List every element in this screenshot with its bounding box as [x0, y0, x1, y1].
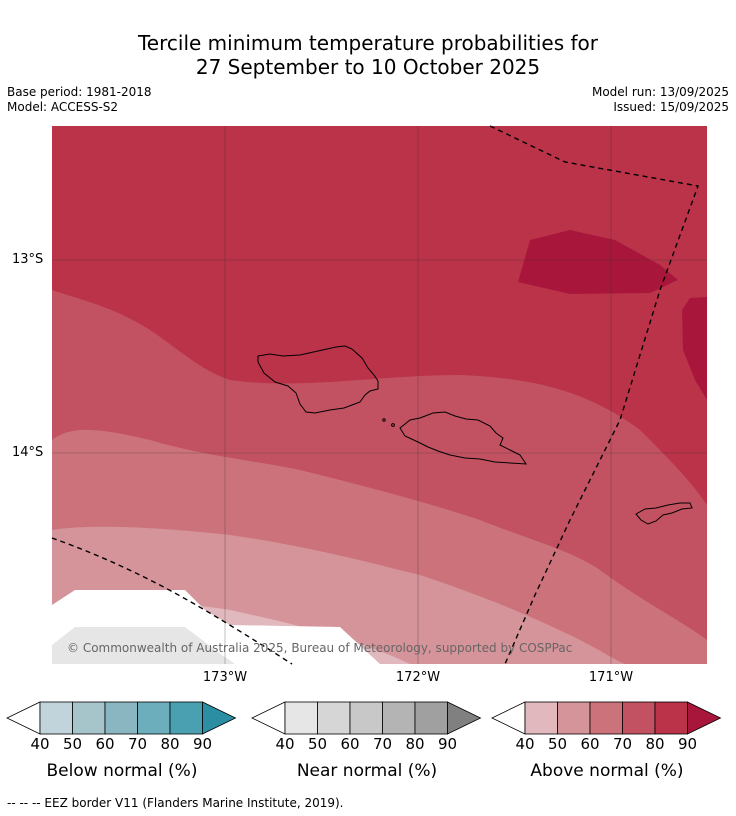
eez-border-east: [489, 125, 699, 665]
colorbars: [6, 701, 722, 735]
colorbar-near-tick-60: 60: [340, 735, 360, 753]
colorbar-near-high-extension: [447, 701, 482, 735]
band-near-normal: [52, 627, 235, 664]
islands: [257, 345, 693, 525]
colorbar-above-cell-1: [557, 701, 591, 735]
islet-2: [391, 423, 395, 427]
colorbar-below-cell-0: [39, 701, 73, 735]
colorbar-above-tick-90: 90: [677, 735, 698, 753]
colorbar-below-cell-2: [104, 701, 138, 735]
eez-border-south: [51, 537, 293, 665]
colorbar-near-tick-90: 90: [437, 735, 458, 753]
colorbar-near-tick-70: 70: [372, 735, 393, 753]
gridlines: [52, 126, 707, 664]
colorbar-near-cell-1: [317, 701, 351, 735]
colorbar-below-tick-80: 80: [160, 735, 180, 753]
colorbar-near-cell-4: [414, 701, 448, 735]
colorbar-above-tick-60: 60: [580, 735, 600, 753]
colorbar-label-below: Below normal (%): [46, 761, 198, 781]
colorbar-near-tick-40: 40: [275, 735, 295, 753]
colorbar-below-tick-60: 60: [95, 735, 115, 753]
map-title-line-1: Tercile minimum temperature probabilitie…: [137, 31, 599, 55]
lon-label-173w: 173°W: [202, 670, 248, 685]
colorbar-below-low-extension: [6, 701, 41, 735]
probability-field: [52, 126, 707, 664]
colorbar-near-tick-80: 80: [405, 735, 425, 753]
band-90-patch-1: [518, 230, 678, 294]
colorbar-near-low-extension: [251, 701, 286, 735]
colorbar-below-cell-1: [72, 701, 106, 735]
savaii-island: [257, 345, 379, 414]
colorbar-above-tick-40: 40: [515, 735, 535, 753]
lon-label-172w: 172°W: [395, 670, 441, 685]
copyright-notice: © Commonwealth of Australia 2025, Bureau…: [67, 641, 573, 655]
colorbar-below-tick-40: 40: [30, 735, 50, 753]
meta-right: Model run: 13/09/2025 Issued: 15/09/2025: [592, 85, 729, 115]
islet-1: [382, 418, 386, 422]
colorbar-label-above: Above normal (%): [530, 761, 684, 781]
colorbar-above-tick-70: 70: [612, 735, 633, 753]
colorbar-near-cell-3: [382, 701, 416, 735]
upolu-island: [399, 411, 527, 465]
lat-label-14s: 14°S: [12, 445, 44, 460]
colorbar-above-cell-0: [524, 701, 558, 735]
issued-date: Issued: 15/09/2025: [613, 100, 729, 114]
map-title-line-2: 27 September to 10 October 2025: [195, 55, 541, 79]
colorbar-below-cell-3: [137, 701, 171, 735]
model-name: Model: ACCESS-S2: [7, 100, 119, 114]
colorbar-above-cell-4: [654, 701, 688, 735]
band-90-patch-2: [682, 297, 707, 400]
eez-footnote: -- -- -- EEZ border V11 (Flanders Marine…: [7, 796, 344, 810]
lon-label-171w: 171°W: [588, 670, 634, 685]
colorbar-near-cell-0: [284, 701, 318, 735]
meta-left: Base period: 1981-2018 Model: ACCESS-S2: [7, 85, 152, 115]
colorbar-above-cell-2: [589, 701, 623, 735]
colorbar-below-high-extension: [202, 701, 237, 735]
colorbar-below-tick-90: 90: [192, 735, 213, 753]
colorbar-below-tick-50: 50: [62, 735, 83, 753]
tutuila-island: [635, 502, 693, 525]
colorbar-above-low-extension: [491, 701, 526, 735]
colorbar-above-tick-50: 50: [547, 735, 568, 753]
colorbar-above-high-extension: [687, 701, 722, 735]
colorbar-near-tick-50: 50: [307, 735, 328, 753]
colorbar-below-cell-4: [169, 701, 203, 735]
colorbar-above-tick-80: 80: [645, 735, 665, 753]
base-period: Base period: 1981-2018: [7, 85, 152, 99]
colorbar-near-cell-2: [349, 701, 383, 735]
colorbar-label-near: Near normal (%): [296, 761, 438, 781]
eez-borders: [51, 125, 699, 665]
model-run: Model run: 13/09/2025: [591, 85, 729, 99]
colorbar-above-cell-3: [622, 701, 656, 735]
lat-label-13s: 13°S: [12, 252, 44, 267]
colorbar-below-tick-70: 70: [127, 735, 148, 753]
